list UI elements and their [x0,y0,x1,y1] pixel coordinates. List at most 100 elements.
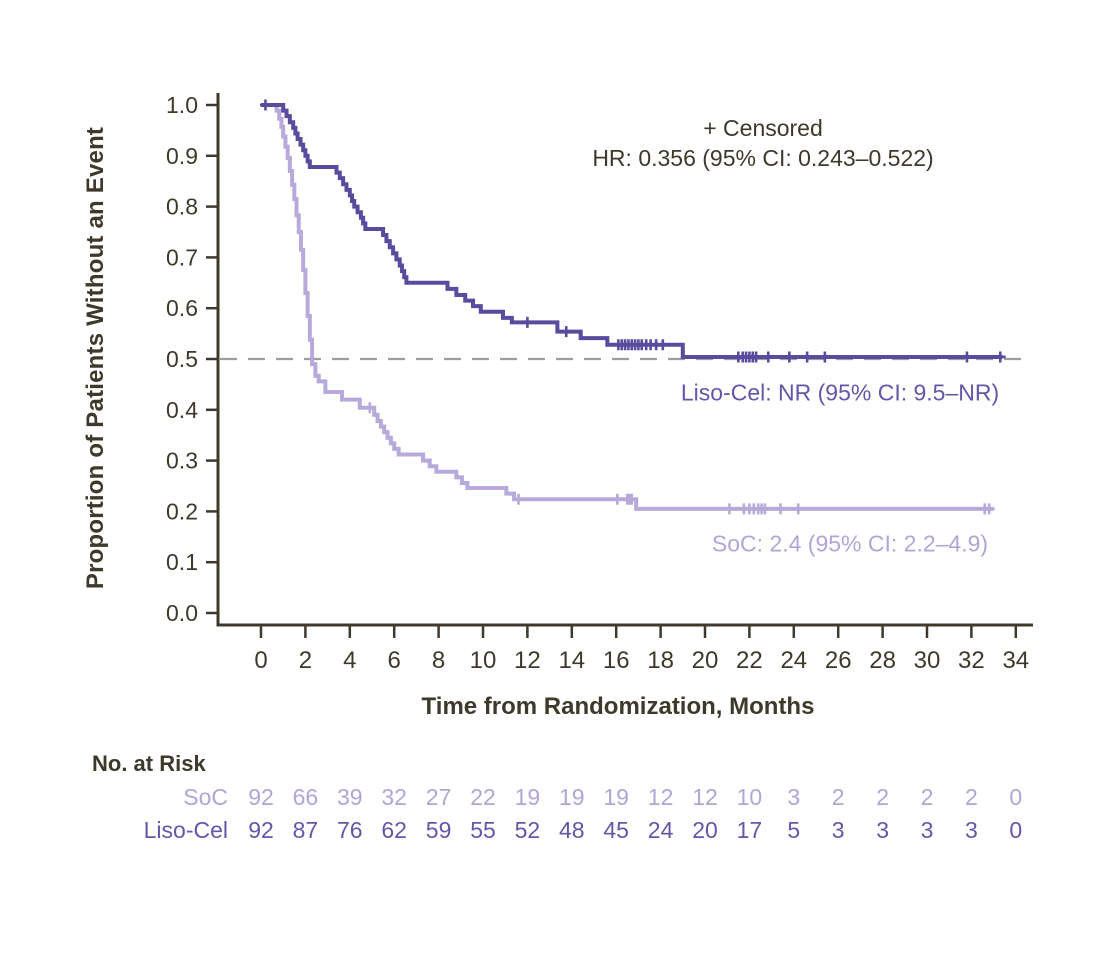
x-tick-label: 12 [514,647,541,674]
x-tick-label: 8 [432,647,445,674]
censor-mark-liso-cel [801,351,813,363]
censored-legend-label: + Censored [703,115,823,141]
risk-count: 5 [787,817,801,843]
liso-cel-median-label: Liso-Cel: NR (95% CI: 9.5–NR) [680,379,1000,406]
risk-count: 2 [831,784,845,810]
risk-count: 39 [337,784,363,810]
censor-mark-liso-cel [750,351,762,363]
x-tick-label: 20 [692,647,719,674]
risk-count: 3 [787,784,801,810]
y-tick-label: 0.0 [166,600,198,626]
annotation-block: + Censored HR: 0.356 (95% CI: 0.243–0.52… [592,113,933,173]
km-curve-soc [261,103,994,511]
risk-count: 2 [964,784,978,810]
x-tick-label: 30 [914,647,941,674]
risk-count: 32 [381,784,407,810]
x-tick-label: 2 [299,647,312,674]
censor-mark-soc [792,503,804,515]
risk-count: 19 [603,784,629,810]
y-tick-label: 0.6 [166,295,198,321]
risk-row-label-soc: SoC [183,784,228,810]
censor-mark-soc [759,503,771,515]
x-tick-label: 16 [603,647,630,674]
x-tick-label: 24 [780,647,807,674]
risk-count: 45 [603,817,629,843]
risk-count: 2 [920,784,934,810]
y-tick-label: 0.8 [166,194,198,220]
x-tick-label: 14 [558,647,585,674]
soc-median-label: SoC: 2.4 (95% CI: 2.2–4.9) [711,530,989,557]
hazard-ratio-label: HR: 0.356 (95% CI: 0.243–0.522) [592,145,934,171]
risk-count: 3 [920,817,934,843]
censor-mark-liso-cel [762,351,774,363]
risk-count: 52 [514,817,541,843]
risk-count: 76 [337,817,363,843]
x-tick-label: 22 [736,647,763,674]
censor-mark-soc [513,493,525,505]
x-tick-label: 28 [869,647,896,674]
x-tick-label: 10 [470,647,497,674]
y-tick-label: 0.1 [166,549,198,575]
risk-count: 92 [248,817,274,843]
km-curve-liso-cel [261,103,1003,359]
x-tick-label: 32 [958,647,985,674]
x-axis-title: Time from Randomization, Months [421,693,815,720]
censor-mark-liso-cel [521,316,533,328]
risk-count: 87 [292,817,319,843]
y-tick-label: 0.9 [166,143,198,169]
censor-mark-liso-cel [783,351,795,363]
censor-mark-liso-cel [259,99,271,111]
y-tick-label: 0.2 [166,498,198,524]
risk-count: 48 [559,817,585,843]
x-tick-label: 4 [343,647,356,674]
risk-count: 24 [647,817,674,843]
censor-mark-liso-cel [994,351,1006,363]
x-tick-label: 26 [825,647,852,674]
censor-mark-soc [611,493,623,505]
risk-count: 12 [647,784,674,810]
y-axis-title: Proportion of Patients Without an Event [82,126,109,590]
risk-count: 3 [964,817,978,843]
risk-count: 12 [692,784,718,810]
censor-mark-liso-cel [961,351,973,363]
censor-mark-liso-cel [819,351,831,363]
y-tick-label: 0.5 [166,346,198,372]
y-tick-label: 1.0 [166,92,198,118]
risk-table-title: No. at Risk [92,751,206,776]
y-tick-label: 0.7 [166,244,198,270]
risk-count: 66 [292,784,319,810]
risk-count: 2 [876,784,889,810]
x-tick-label: 18 [647,647,674,674]
risk-count: 22 [470,784,496,810]
risk-count: 62 [381,817,407,843]
risk-count: 27 [425,784,452,810]
risk-count: 20 [692,817,718,843]
risk-count: 92 [248,784,274,810]
risk-count: 0 [1009,784,1023,810]
y-tick-label: 0.3 [166,448,198,474]
x-tick-label: 34 [1002,647,1029,674]
risk-count: 19 [559,784,585,810]
y-tick-label: 0.4 [166,397,198,423]
x-tick-label: 6 [388,647,401,674]
risk-count: 17 [736,817,763,843]
x-tick-label: 0 [254,647,267,674]
risk-row-label-liso-cel: Liso-Cel [143,817,228,843]
censor-mark-soc [626,493,638,505]
censor-mark-liso-cel [657,339,669,351]
axis-lines [216,93,1033,627]
censor-mark-soc [983,503,995,515]
risk-count: 59 [425,817,452,843]
risk-count: 0 [1009,817,1023,843]
censor-mark-soc [774,503,786,515]
risk-count: 3 [876,817,889,843]
censor-mark-soc [364,402,376,414]
censor-mark-soc [723,503,735,515]
risk-count: 10 [736,784,763,810]
censor-mark-liso-cel [560,326,572,338]
risk-count: 3 [831,817,845,843]
risk-count: 55 [470,817,496,843]
risk-count: 19 [514,784,541,810]
